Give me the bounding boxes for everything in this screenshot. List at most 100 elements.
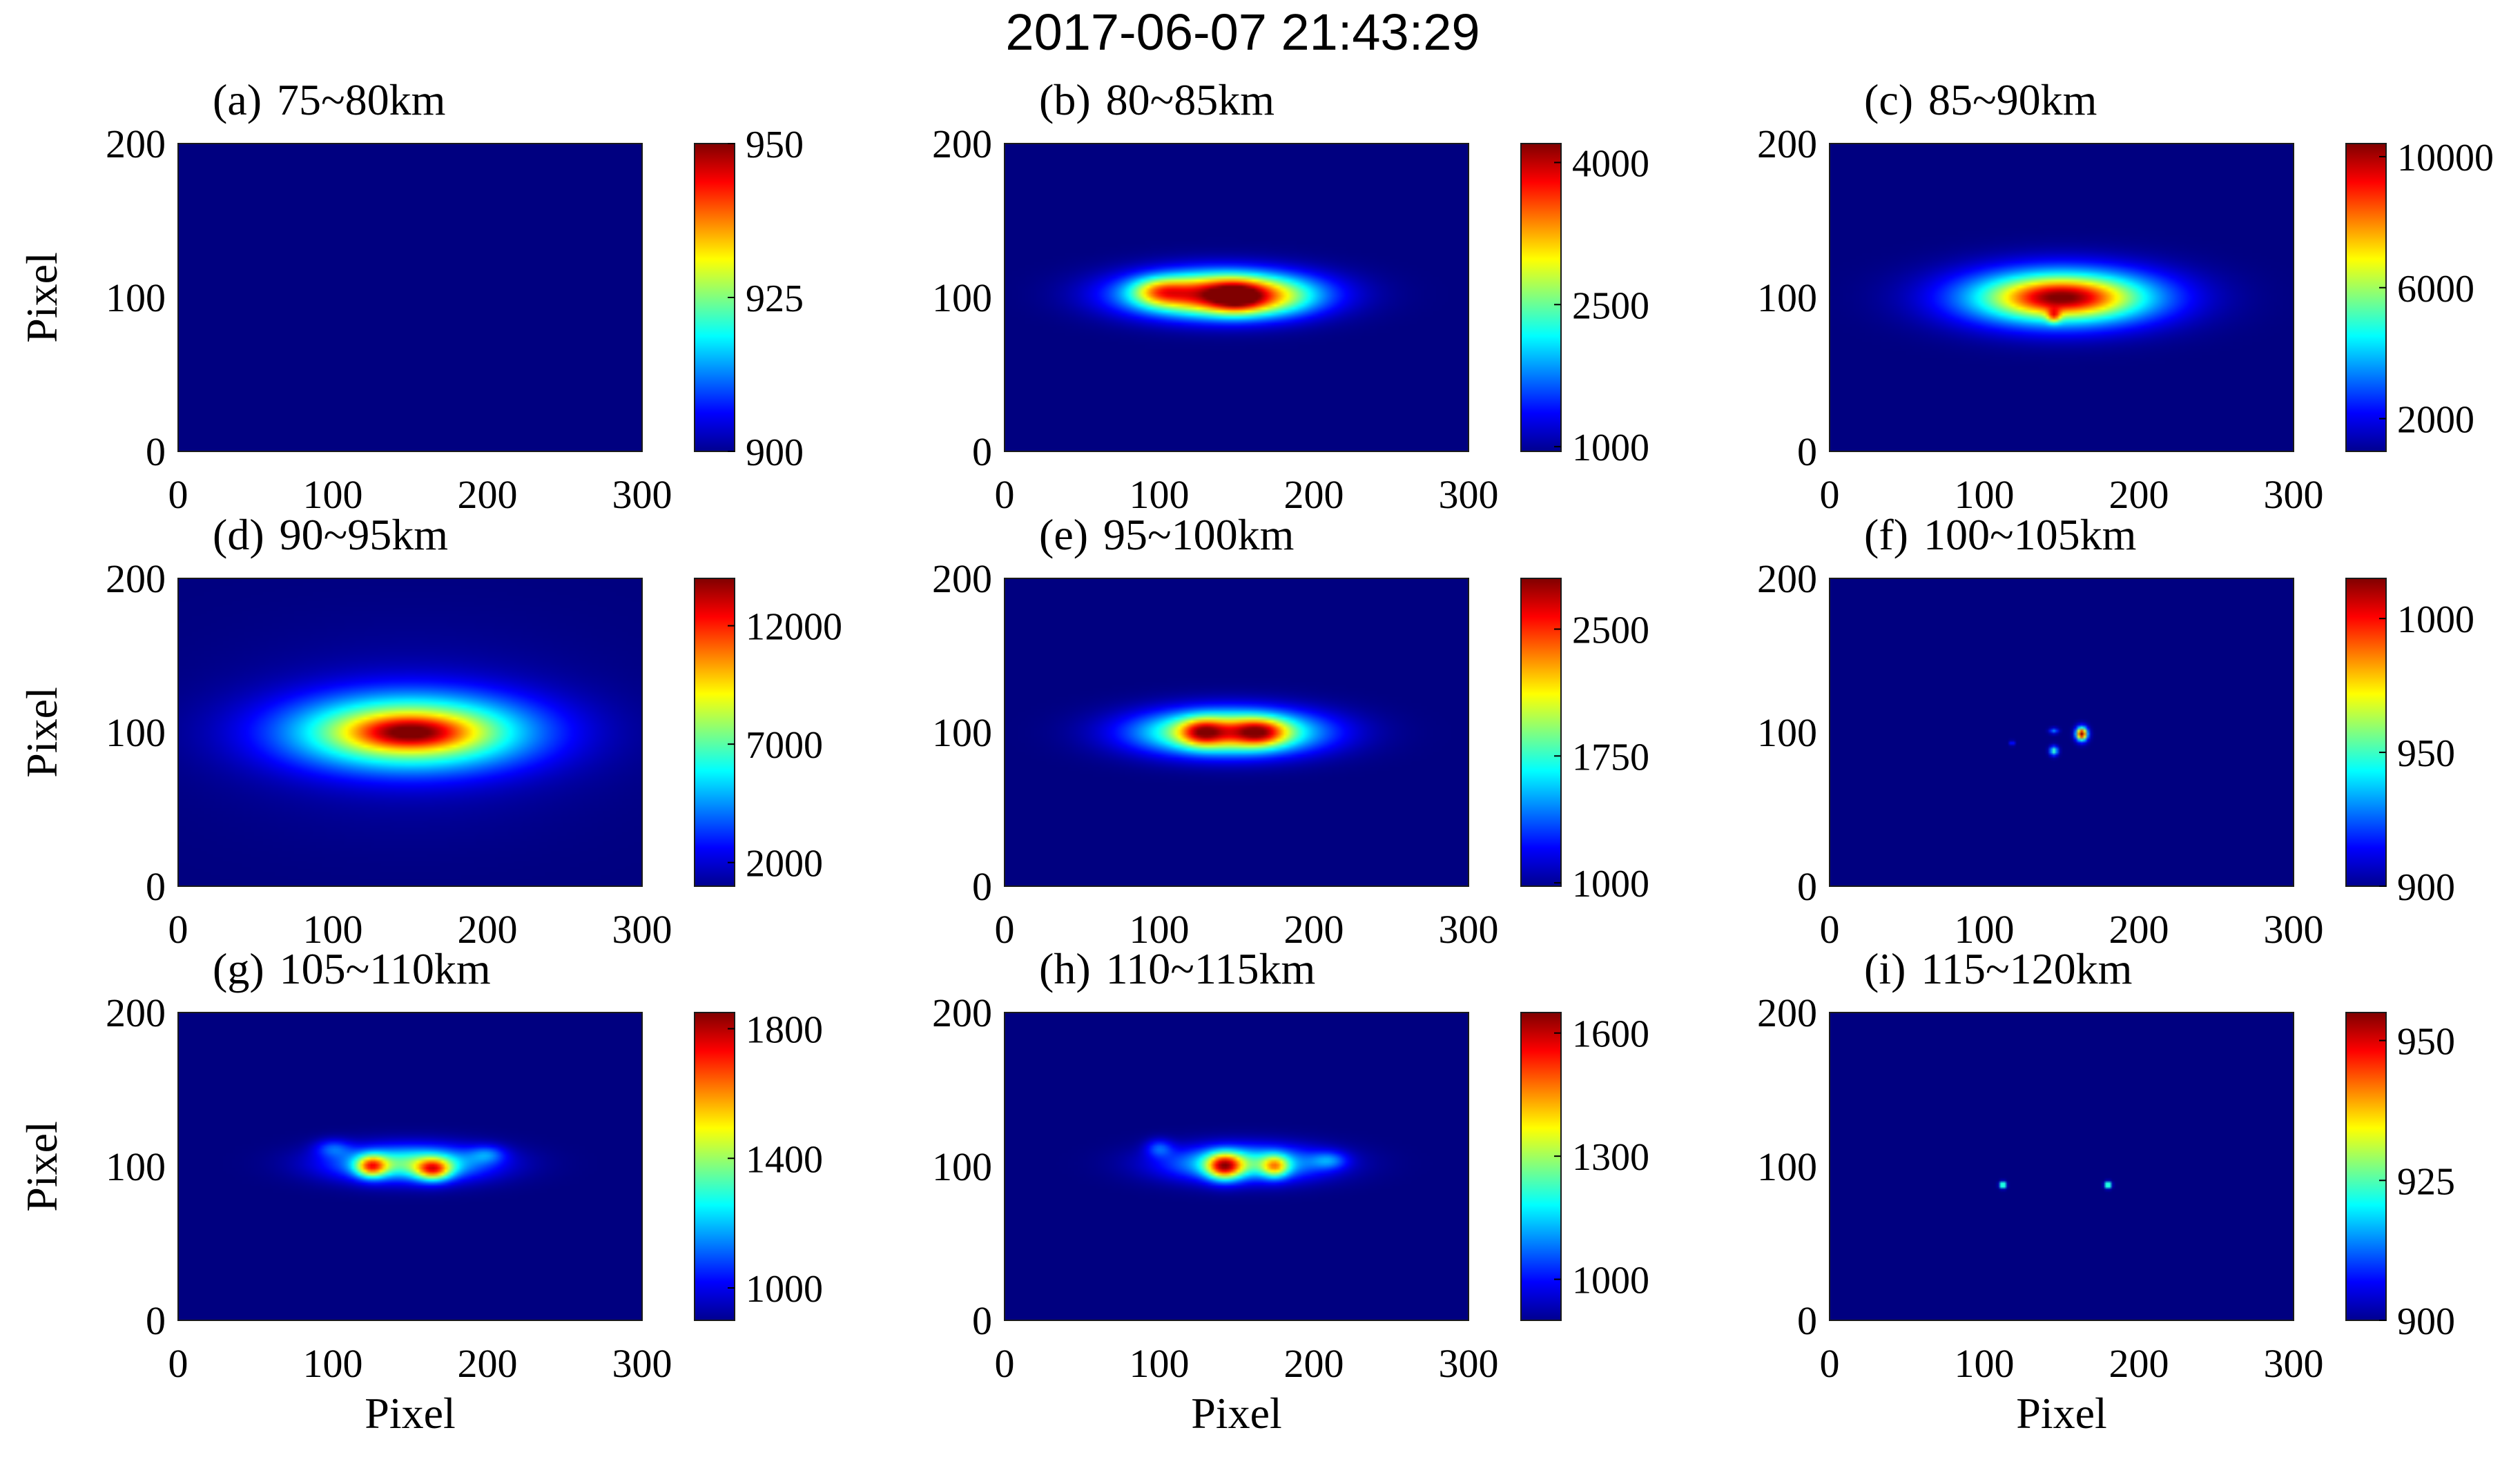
y-tick-label: 200 [932, 556, 992, 601]
colorbar-tick-label: 900 [2397, 866, 2455, 909]
y-tick-label: 200 [1757, 990, 1817, 1035]
x-tick-label: 100 [303, 472, 363, 517]
panel-altitude: 85~90km [1928, 75, 2097, 124]
y-tick-label: 0 [146, 429, 166, 474]
plot-frame [1829, 143, 2294, 452]
panel-altitude: 100~105km [1923, 510, 2136, 559]
panel-f: 0 100 200 300 0 100 200 (f) 100~105km 900 950 1000 [1757, 510, 2474, 952]
y-axis-label: Pixel [17, 1121, 66, 1212]
y-tick-label: 100 [932, 1144, 992, 1189]
panel-title: (f) 100~105km [1864, 510, 2136, 559]
x-tick-label: 300 [2264, 472, 2324, 517]
x-tick-label: 300 [2264, 1341, 2324, 1386]
y-tick-label: 0 [1797, 864, 1817, 909]
x-tick-label: 100 [1130, 907, 1190, 952]
panel-letter: (d) [213, 510, 264, 559]
panel-h: 0 100 200 300 0 100 200 (h) 110~115km 1000 1300 160… [932, 944, 1649, 1438]
plot-frame [1004, 143, 1469, 452]
colorbar-tick-label: 1000 [746, 1268, 823, 1311]
y-axis-label: Pixel [17, 252, 66, 343]
y-tick-label: 200 [932, 121, 992, 166]
panel-altitude: 80~85km [1106, 75, 1274, 124]
colorbar [2345, 143, 2387, 452]
colorbar-tick-label: 1750 [1572, 736, 1649, 779]
colorbar [1520, 578, 1562, 887]
colorbar-tick-label: 1800 [746, 1008, 823, 1051]
colorbar-tick-label: 10000 [2397, 137, 2494, 179]
x-tick-label: 0 [168, 472, 188, 517]
x-tick-label: 100 [1955, 1341, 2015, 1386]
x-tick-label: 0 [995, 1341, 1015, 1386]
panel-letter: (e) [1039, 510, 1088, 559]
panel-g: 0 100 200 300 0 100 200 (g) 105~110km 1000 1400 180… [17, 944, 823, 1438]
heatmap-image [1005, 1013, 1469, 1320]
x-tick-label: 200 [2109, 1341, 2169, 1386]
plot-frame [1829, 578, 2294, 887]
panel-altitude: 115~120km [1921, 944, 2132, 993]
panel-letter: (b) [1039, 75, 1091, 124]
y-tick-label: 100 [932, 275, 992, 320]
colorbar [694, 578, 735, 887]
y-tick-label: 100 [106, 1144, 166, 1189]
x-tick-label: 100 [1955, 472, 2015, 517]
plot-frame [177, 1012, 643, 1321]
y-tick-label: 0 [972, 1298, 992, 1343]
x-tick-label: 100 [1130, 472, 1190, 517]
colorbar-tick-label: 4000 [1572, 142, 1649, 185]
y-tick-label: 200 [106, 556, 166, 601]
panel-letter: (h) [1039, 944, 1091, 993]
x-tick-label: 300 [2264, 907, 2324, 952]
panel-title: (c) 85~90km [1864, 75, 2097, 124]
colorbar-tick-label: 7000 [746, 724, 823, 767]
y-axis-label: Pixel [17, 687, 66, 778]
x-tick-label: 300 [612, 1341, 672, 1386]
x-tick-label: 0 [168, 1341, 188, 1386]
x-tick-label: 200 [458, 1341, 518, 1386]
x-tick-label: 200 [1284, 472, 1344, 517]
y-tick-label: 0 [146, 864, 166, 909]
panel-letter: (g) [213, 944, 264, 993]
panel-letter: (i) [1864, 944, 1906, 993]
panel-letter: (a) [213, 75, 262, 124]
x-tick-label: 200 [458, 472, 518, 517]
y-tick-label: 100 [1757, 275, 1817, 320]
x-tick-label: 0 [1820, 472, 1840, 517]
heatmap-image [178, 578, 642, 886]
x-tick-label: 100 [1130, 1341, 1190, 1386]
panel-i: 0 100 200 300 0 100 200 (i) 115~120km 900 925 950 Pi… [1757, 944, 2455, 1438]
y-tick-label: 100 [106, 710, 166, 755]
y-tick-label: 0 [146, 1298, 166, 1343]
panel-title: (b) 80~85km [1039, 75, 1274, 124]
x-tick-label: 300 [612, 472, 672, 517]
y-tick-label: 100 [106, 275, 166, 320]
panel-altitude: 90~95km [280, 510, 448, 559]
x-tick-label: 300 [1439, 472, 1499, 517]
panel-title: (g) 105~110km [213, 944, 491, 993]
panel-title: (h) 110~115km [1039, 944, 1315, 993]
x-tick-label: 0 [995, 907, 1015, 952]
panel-altitude: 110~115km [1106, 944, 1316, 993]
y-tick-label: 200 [1757, 121, 1817, 166]
colorbar-tick-label: 950 [2397, 1021, 2455, 1064]
x-tick-label: 200 [1284, 907, 1344, 952]
colorbar-tick-label: 900 [2397, 1300, 2455, 1343]
colorbar [694, 1012, 735, 1321]
colorbar [1520, 1012, 1562, 1321]
x-tick-label: 0 [168, 907, 188, 952]
colorbar-tick-label: 1300 [1572, 1136, 1649, 1179]
plot-frame [1004, 1012, 1469, 1321]
plot-frame [177, 578, 643, 887]
colorbar [2345, 578, 2387, 887]
heatmap-image [1830, 1013, 2294, 1320]
y-tick-label: 0 [972, 429, 992, 474]
x-tick-label: 100 [303, 907, 363, 952]
colorbar-tick-label: 1000 [1572, 863, 1649, 906]
x-axis-label: Pixel [2016, 1389, 2107, 1438]
colorbar-tick-label: 1400 [746, 1138, 823, 1181]
heatmap-image [1830, 578, 2294, 886]
colorbar-tick-label: 2000 [746, 843, 823, 886]
x-tick-label: 100 [1955, 907, 2015, 952]
y-tick-label: 0 [1797, 429, 1817, 474]
colorbar-tick-label: 2000 [2397, 399, 2474, 442]
panel-d: 0 100 200 300 0 100 200 (d) 90~95km 2000 7000 12000… [17, 510, 842, 952]
